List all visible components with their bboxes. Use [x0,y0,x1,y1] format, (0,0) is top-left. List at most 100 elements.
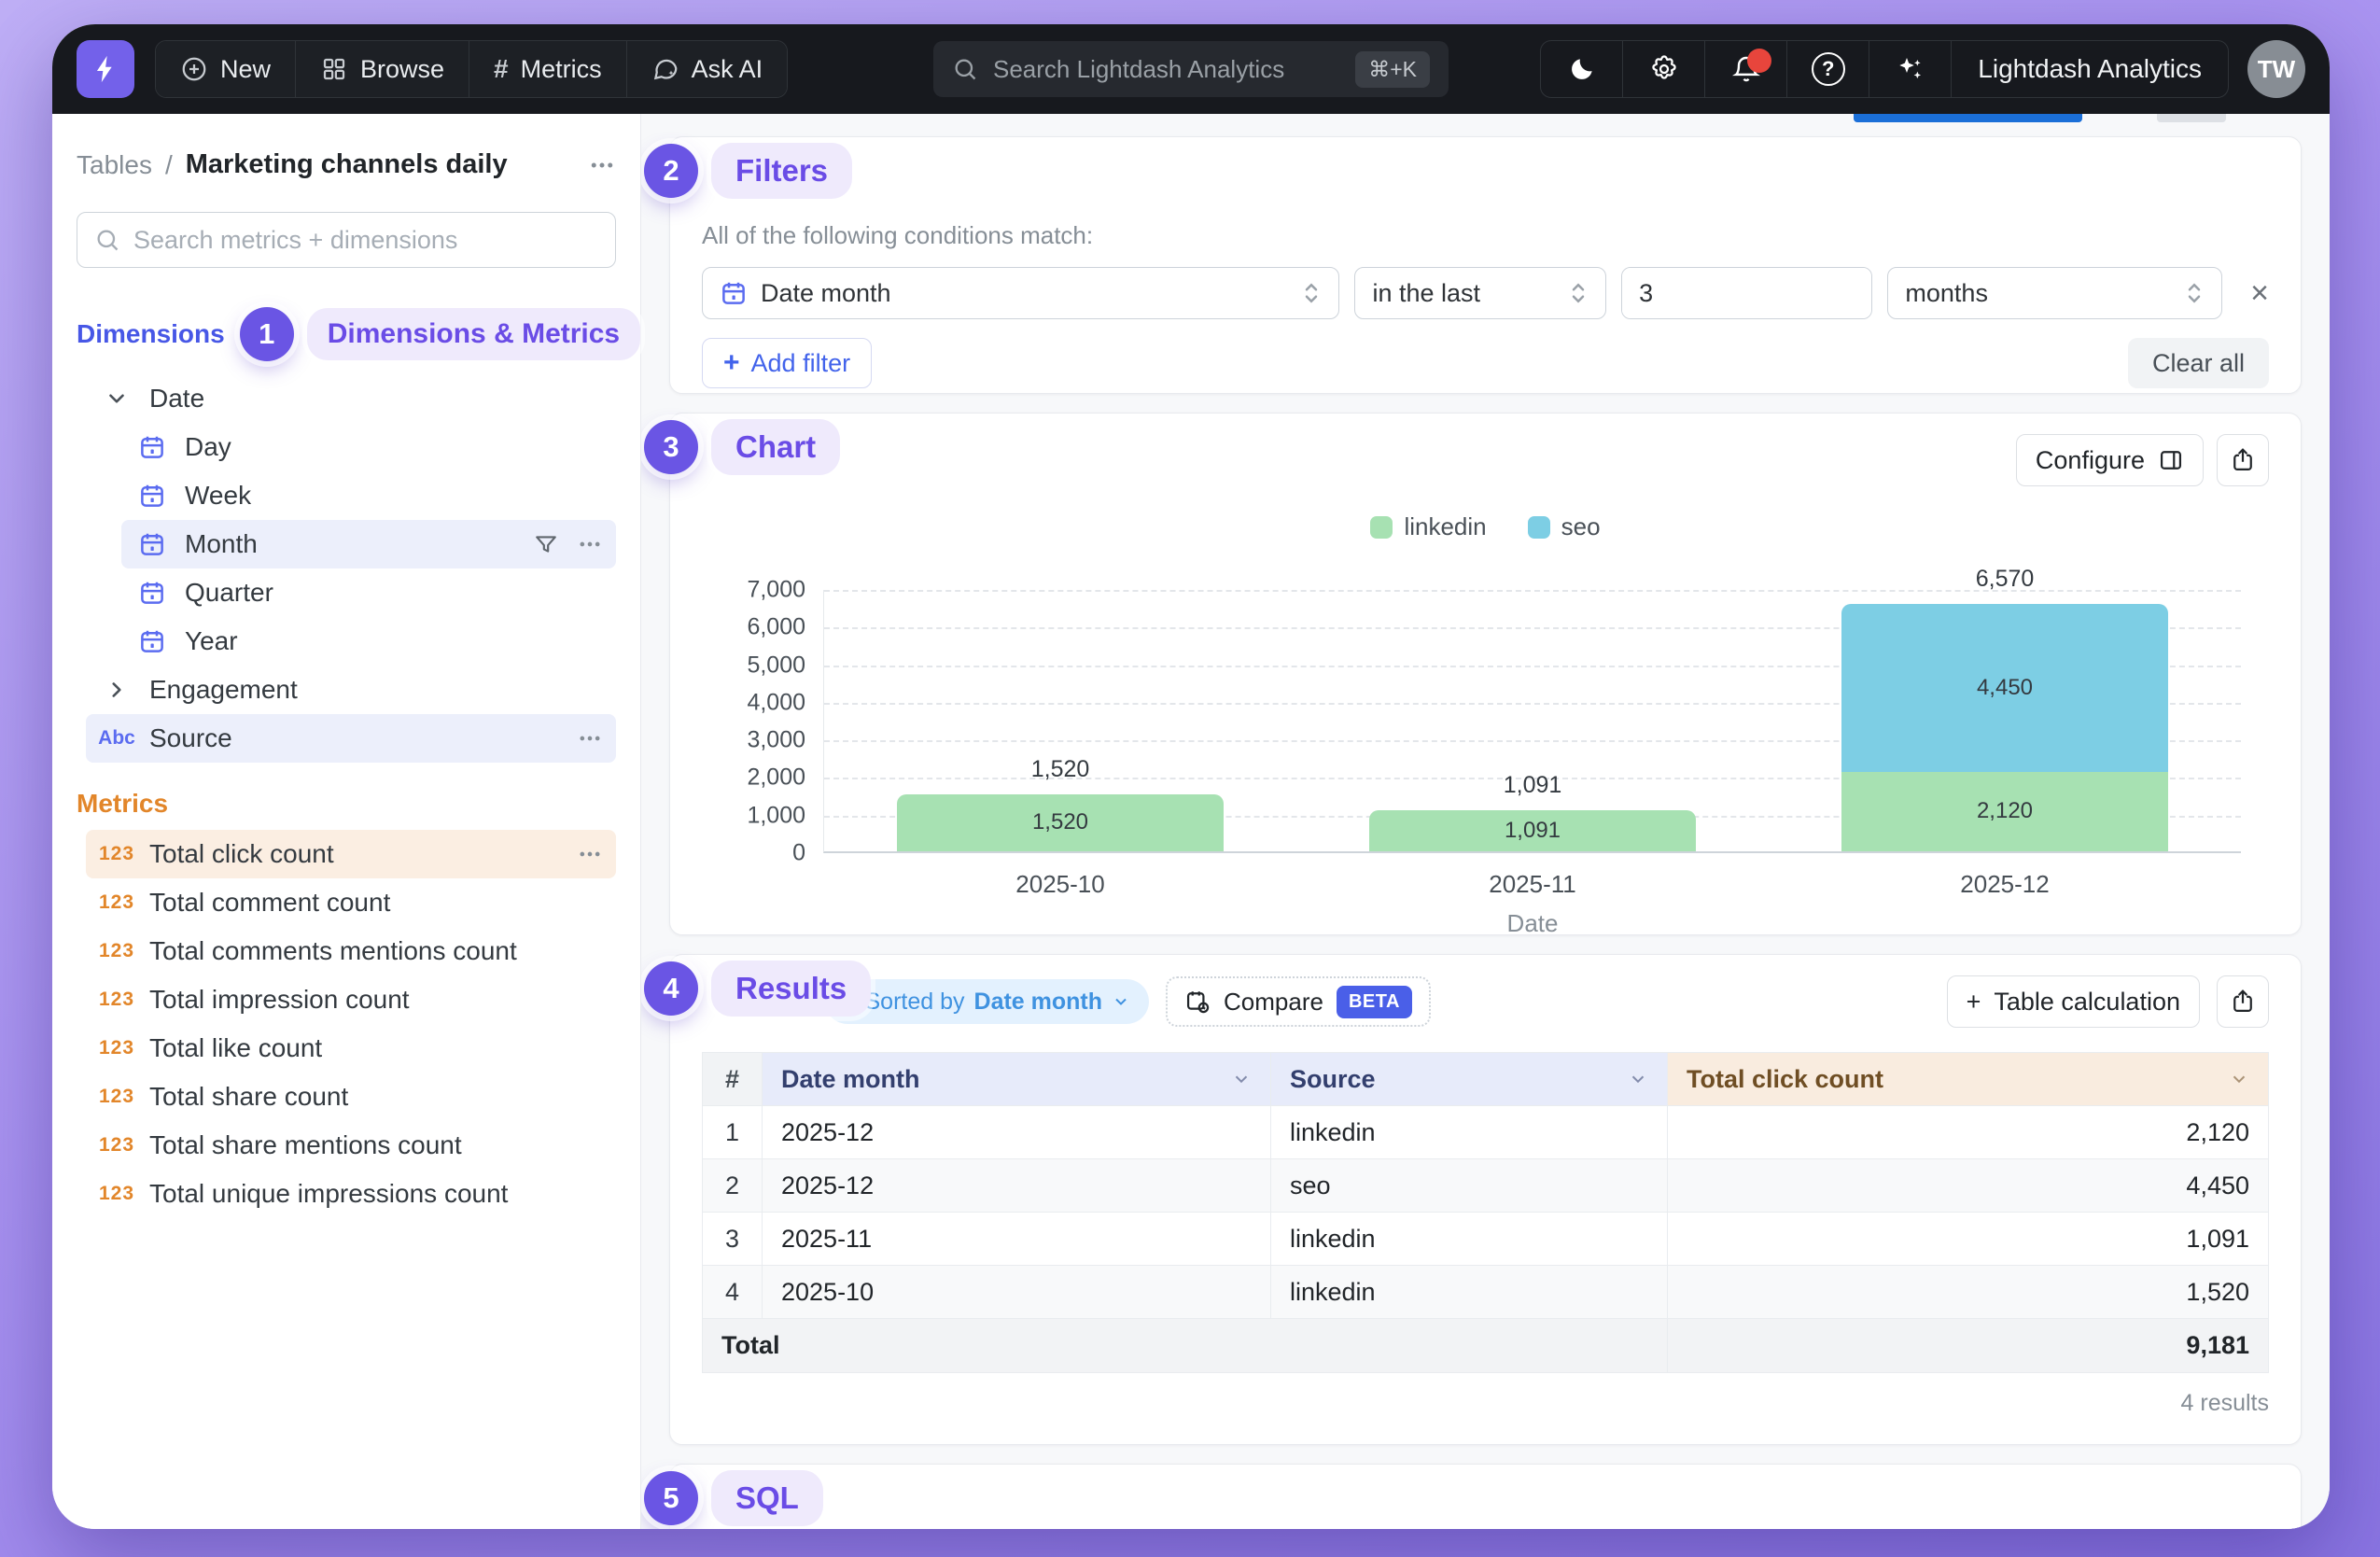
bar-2025-12[interactable]: 4,450 2,120 [1841,604,2168,851]
filter-operator-select[interactable]: in the last [1354,267,1607,319]
calendar-clock-icon [1184,989,1211,1015]
metric-item-label: Total share count [149,1082,349,1111]
bar-2025-10[interactable]: 1,520 [897,793,1224,851]
numeric-icon: 123 [98,843,135,864]
calendar-icon [134,530,170,558]
legend-item-seo[interactable]: seo [1527,512,1601,541]
new-button-label: New [220,54,272,83]
numeric-icon: 123 [98,989,135,1010]
column-header-total-click-count[interactable]: Total click count [1667,1052,2269,1106]
table-row-2[interactable]: 2 2025-12 seo 4,450 [702,1158,2269,1213]
sidebar-metric-total-share-count[interactable]: 123 Total share count [86,1073,616,1121]
sidebar-metric-total-comment-count[interactable]: 123 Total comment count [86,878,616,927]
column-header-date-month[interactable]: Date month [762,1052,1271,1106]
settings-button[interactable] [1623,41,1706,97]
sidebar-item-engagement[interactable]: Engagement [86,666,616,714]
total-label: Total [702,1318,1668,1373]
numeric-icon: 123 [98,940,135,961]
notifications-button[interactable] [1705,41,1788,97]
table-cell: 4 [702,1265,763,1319]
sidebar-item-source[interactable]: Abc Source [86,714,616,763]
sidebar-metric-total-like-count[interactable]: 123 Total like count [86,1024,616,1073]
sidebar-metric-total-click-count[interactable]: 123 Total click count [86,830,616,878]
user-avatar[interactable]: TW [2247,40,2305,98]
annotation-2: 2 Filters [644,143,853,199]
filter-unit-select[interactable]: months [1887,267,2223,319]
chart-share-button[interactable] [2217,434,2269,486]
fields-search-input[interactable] [133,225,598,255]
breadcrumb-root[interactable]: Tables [77,149,152,179]
table-total-row: Total 9,181 [702,1318,2269,1373]
filter-field-value: Date month [761,278,891,307]
gear-icon [1649,54,1679,84]
ask-ai-button[interactable]: Ask AI [626,41,788,97]
filter-amount-input[interactable] [1621,267,1873,319]
grid-icon [320,55,348,83]
results-share-button[interactable] [2217,975,2269,1028]
filter-amount-value[interactable] [1622,268,1872,318]
sidebar-item-day[interactable]: Day [121,423,616,471]
lightdash-logo[interactable] [77,40,134,98]
table-row-1[interactable]: 1 2025-12 linkedin 2,120 [702,1105,2269,1159]
column-header-label: Date month [781,1064,920,1093]
sidebar-item-date[interactable]: Date [86,374,616,423]
metrics-button[interactable]: # Metrics [469,41,627,97]
table-calculation-button[interactable]: + Table calculation [1946,975,2200,1028]
sidebar-item-label: Engagement [149,675,298,704]
legend-swatch [1370,515,1393,539]
field-menu-button[interactable] [577,531,603,557]
sort-chip[interactable]: ↓ Sorted by Date month [825,979,1150,1024]
chart-card: 3 Chart Configure linkedin seo Date [644,413,2302,937]
calendar-icon [134,579,170,607]
field-menu-button[interactable] [577,725,603,751]
add-filter-button[interactable]: + Add filter [702,338,873,388]
compare-button[interactable]: Compare BETA [1166,976,1431,1027]
nav-button-group: New Browse # Metrics Ask AI [155,40,789,98]
gridline [824,665,2241,667]
fields-search[interactable] [77,212,616,268]
sidebar-metric-total-comments-mentions-count[interactable]: 123 Total comments mentions count [86,927,616,975]
sidebar-item-week[interactable]: Week [121,471,616,520]
filter-field-select[interactable]: Date month [702,267,1340,319]
chart-toolbar: Configure [702,434,2269,486]
table-menu-button[interactable] [588,151,616,179]
sidebar-metric-total-share-mentions-count[interactable]: 123 Total share mentions count [86,1121,616,1170]
help-button[interactable]: ? [1787,41,1870,97]
sidebar-item-month[interactable]: Month [121,520,616,568]
filter-condition-text: All of the following conditions match: [702,221,1094,249]
global-search-input[interactable] [993,54,1341,84]
column-header--[interactable]: # [702,1052,763,1106]
bar-segment-linkedin: 2,120 [1841,771,2168,851]
clear-all-button[interactable]: Clear all [2127,338,2269,388]
configure-button[interactable]: Configure [2015,434,2204,486]
field-menu-button[interactable] [577,841,603,867]
search-icon [952,56,978,82]
table-row-4[interactable]: 4 2025-10 linkedin 1,520 [702,1265,2269,1319]
y-axis-tick: 1,000 [747,802,805,829]
sidebar-metric-total-unique-impressions-count[interactable]: 123 Total unique impressions count [86,1170,616,1218]
dimensions-tree: Date Day Week Month Quarter Year Engagement Abc… [77,374,616,763]
bar-2025-11[interactable]: 1,091 [1369,810,1696,851]
add-filter-label: Add filter [750,348,851,377]
global-search[interactable]: ⌘+K [933,41,1449,97]
sidebar-item-quarter[interactable]: Quarter [121,568,616,617]
browse-button[interactable]: Browse [296,41,470,97]
ai-assistant-button[interactable] [1869,41,1953,97]
new-button[interactable]: New [156,41,297,97]
bar-total-label: 1,091 [1503,772,1562,799]
sidebar-item-year[interactable]: Year [121,617,616,666]
org-switcher[interactable]: Lightdash Analytics [1978,54,2202,83]
annotation-1-number: 1 [239,307,294,361]
y-axis-tick: 6,000 [747,613,805,640]
theme-toggle-button[interactable] [1541,41,1624,97]
legend-item-linkedin[interactable]: linkedin [1370,512,1487,541]
filter-operator-value: in the last [1372,278,1481,307]
table-cell: linkedin [1270,1212,1668,1266]
sidebar-metric-total-impression-count[interactable]: 123 Total impression count [86,975,616,1024]
remove-filter-button[interactable]: × [2250,274,2270,311]
column-header-source[interactable]: Source [1270,1052,1668,1106]
table-row-3[interactable]: 3 2025-11 linkedin 1,091 [702,1212,2269,1266]
notification-dot [1747,49,1772,73]
abc-icon: Abc [98,727,135,749]
results-toolbar: ↓ Sorted by Date month Compare BETA [702,975,2269,1028]
